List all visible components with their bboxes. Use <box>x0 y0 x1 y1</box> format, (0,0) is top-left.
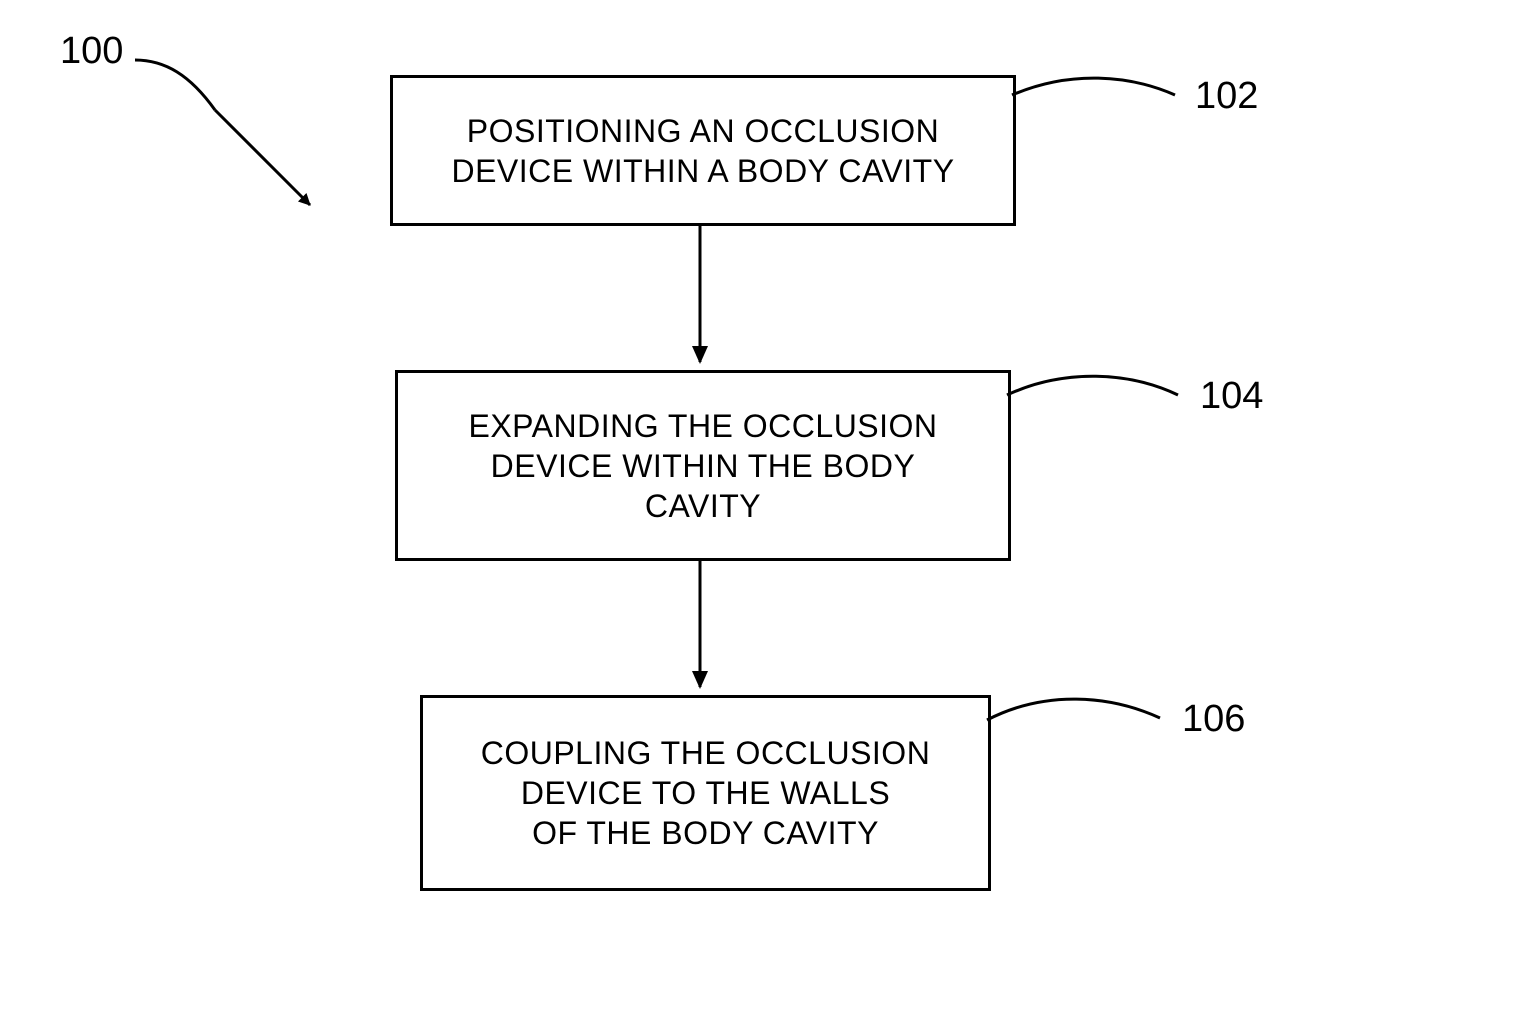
ref-label-102: 102 <box>1195 75 1258 118</box>
ref-label-106: 106 <box>1182 698 1245 741</box>
ref-label-102-text: 102 <box>1195 75 1258 117</box>
diagram-ref-text: 100 <box>60 30 123 72</box>
flow-step-1-text: POSITIONING AN OCCLUSIONDEVICE WITHIN A … <box>451 111 954 191</box>
flow-step-3: COUPLING THE OCCLUSIONDEVICE TO THE WALL… <box>420 695 991 891</box>
flowchart-canvas: 100 POSITIONING AN OCCLUSIONDEVICE WITHI… <box>0 0 1513 1022</box>
diagram-ref-label: 100 <box>60 30 123 73</box>
flow-step-2-text: EXPANDING THE OCCLUSIONDEVICE WITHIN THE… <box>468 406 937 526</box>
ref-label-104: 104 <box>1200 375 1263 418</box>
flow-step-1: POSITIONING AN OCCLUSIONDEVICE WITHIN A … <box>390 75 1016 226</box>
flow-step-3-text: COUPLING THE OCCLUSIONDEVICE TO THE WALL… <box>481 733 931 853</box>
flow-step-2: EXPANDING THE OCCLUSIONDEVICE WITHIN THE… <box>395 370 1011 561</box>
ref-label-106-text: 106 <box>1182 698 1245 740</box>
ref-label-104-text: 104 <box>1200 375 1263 417</box>
